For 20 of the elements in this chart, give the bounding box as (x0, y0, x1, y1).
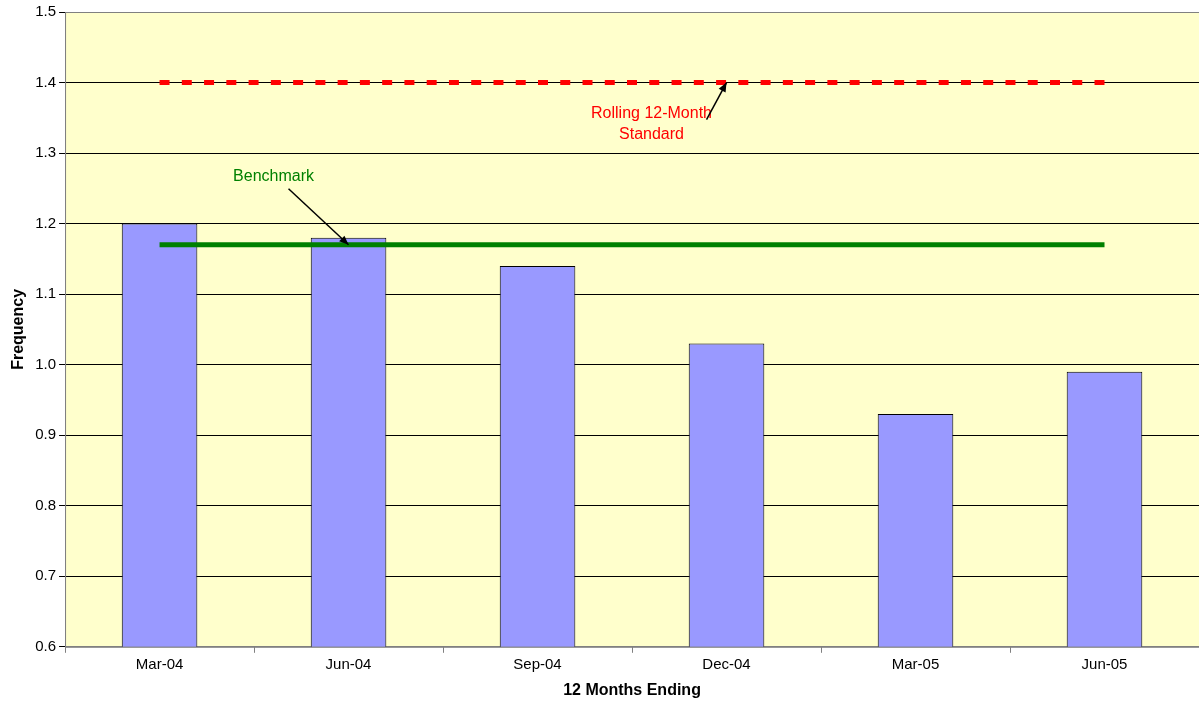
x-tick-label: Mar-04 (135, 654, 184, 672)
x-tick-label: Jun-04 (325, 654, 372, 672)
y-tick-label: 1.3 (35, 143, 57, 161)
y-tick-label: 0.9 (35, 425, 57, 443)
y-tick-label: 1.4 (35, 72, 57, 90)
annotation: Benchmark (233, 167, 315, 185)
y-tick-label: 1.1 (35, 284, 57, 302)
y-tick-label: 1.5 (35, 2, 57, 20)
x-axis-title: 12 Months Ending (563, 680, 701, 698)
annotation: Rolling 12-Month Standard (591, 104, 712, 143)
x-tick-label: Mar-05 (891, 654, 940, 672)
x-tick-label: Sep-04 (513, 654, 562, 672)
y-tick-label: 0.6 (35, 636, 57, 654)
y-tick-label: 1.2 (35, 213, 57, 231)
y-axis-title: Frequency (9, 288, 27, 370)
x-tick-label: Dec-04 (702, 654, 751, 672)
y-tick-label: 0.8 (35, 495, 57, 513)
y-tick-label: 1.0 (35, 354, 57, 372)
y-tick-label: 0.7 (35, 566, 57, 584)
x-tick-label: Jun-05 (1081, 654, 1128, 672)
